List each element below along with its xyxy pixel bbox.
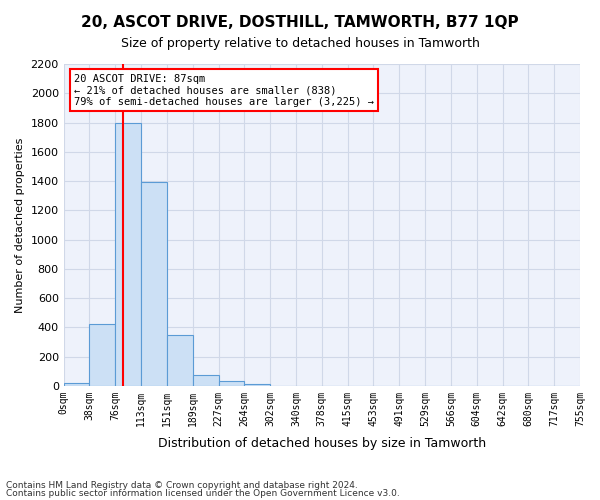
- Text: Contains public sector information licensed under the Open Government Licence v3: Contains public sector information licen…: [6, 488, 400, 498]
- Text: 20, ASCOT DRIVE, DOSTHILL, TAMWORTH, B77 1QP: 20, ASCOT DRIVE, DOSTHILL, TAMWORTH, B77…: [81, 15, 519, 30]
- Text: Size of property relative to detached houses in Tamworth: Size of property relative to detached ho…: [121, 38, 479, 51]
- Bar: [115, 122, 141, 386]
- Bar: [167, 334, 193, 386]
- Bar: [64, 383, 89, 386]
- Bar: [193, 375, 218, 386]
- Bar: [244, 384, 270, 386]
- X-axis label: Distribution of detached houses by size in Tamworth: Distribution of detached houses by size …: [158, 437, 486, 450]
- Bar: [141, 182, 167, 386]
- Bar: [218, 382, 244, 386]
- Y-axis label: Number of detached properties: Number of detached properties: [15, 137, 25, 312]
- Text: Contains HM Land Registry data © Crown copyright and database right 2024.: Contains HM Land Registry data © Crown c…: [6, 481, 358, 490]
- Text: 20 ASCOT DRIVE: 87sqm
← 21% of detached houses are smaller (838)
79% of semi-det: 20 ASCOT DRIVE: 87sqm ← 21% of detached …: [74, 74, 374, 107]
- Bar: [89, 324, 115, 386]
